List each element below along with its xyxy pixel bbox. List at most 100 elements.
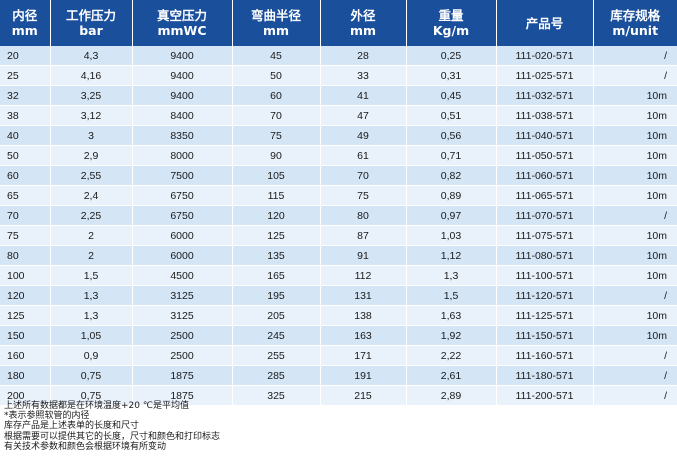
- cell-bend-radius: 285: [232, 365, 321, 386]
- cell-outer-diameter: 138: [320, 305, 407, 326]
- cell-stock-length: 10m: [593, 105, 677, 126]
- cell-outer-diameter: 33: [320, 65, 407, 86]
- header-working-pressure: 工作压力 bar: [50, 0, 133, 46]
- cell-inner-diameter: 20: [0, 46, 51, 66]
- cell-stock-length: 10m: [593, 245, 677, 266]
- cell-bend-radius: 90: [232, 145, 321, 166]
- cell-weight: 2,61: [406, 365, 497, 386]
- header-label: 内径: [12, 8, 38, 23]
- cell-product-number: 111-080-571: [496, 245, 594, 266]
- cell-vacuum-pressure: 9400: [132, 85, 233, 106]
- cell-weight: 1,03: [406, 225, 497, 246]
- cell-working-pressure: 2,55: [50, 165, 133, 186]
- table-row: 50 2,9 8000 90 61 0,71 111-050-571 10m: [0, 145, 677, 166]
- cell-working-pressure: 0,75: [50, 365, 133, 386]
- table-row: 180 0,75 1875 285 191 2,61 111-180-571/: [0, 365, 677, 386]
- cell-working-pressure: 2,4: [50, 185, 133, 206]
- cell-vacuum-pressure: 8350: [132, 125, 233, 146]
- cell-vacuum-pressure: 1875: [132, 385, 233, 406]
- cell-product-number: 111-020-571: [496, 46, 594, 66]
- cell-bend-radius: 245: [232, 325, 321, 346]
- cell-working-pressure: 0,9: [50, 345, 133, 366]
- cell-bend-radius: 325: [232, 385, 321, 406]
- footnote-line: 上述所有数据都是在环境温度+20 ℃是平均值: [4, 401, 189, 411]
- cell-vacuum-pressure: 6000: [132, 245, 233, 266]
- cell-vacuum-pressure: 2500: [132, 325, 233, 346]
- cell-vacuum-pressure: 8000: [132, 145, 233, 166]
- cell-stock-length: 10m: [593, 305, 677, 326]
- cell-bend-radius: 45: [232, 46, 321, 66]
- table-row: 125 1,3 3125 205 138 1,63 111-125-571 10m: [0, 305, 677, 326]
- cell-product-number: 111-100-571: [496, 265, 594, 286]
- hose-spec-table: 内径 mm 工作压力 bar 真空压力 mmWC 弯曲半径 mm 外径 mm 重量 Kg/m 产品号 库存…: [0, 0, 677, 406]
- cell-bend-radius: 255: [232, 345, 321, 366]
- cell-bend-radius: 195: [232, 285, 321, 306]
- cell-weight: 0,89: [406, 185, 497, 206]
- table-row: 100 1,5 4500 165 112 1,3 111-100-571 10m: [0, 265, 677, 286]
- cell-outer-diameter: 49: [320, 125, 407, 146]
- header-outer-diameter: 外径 mm: [320, 0, 407, 46]
- cell-vacuum-pressure: 4500: [132, 265, 233, 286]
- cell-bend-radius: 105: [232, 165, 321, 186]
- cell-outer-diameter: 131: [320, 285, 407, 306]
- cell-weight: 0,82: [406, 165, 497, 186]
- cell-inner-diameter: 80: [0, 245, 51, 266]
- cell-working-pressure: 3,25: [50, 85, 133, 106]
- cell-vacuum-pressure: 1875: [132, 365, 233, 386]
- table-row: 200 0,75 1875 325 215 2,89 111-200-571/: [0, 385, 677, 406]
- cell-product-number: 111-040-571: [496, 125, 594, 146]
- cell-inner-diameter: 100: [0, 265, 51, 286]
- cell-outer-diameter: 61: [320, 145, 407, 166]
- cell-product-number: 111-025-571: [496, 65, 594, 86]
- cell-product-number: 111-065-571: [496, 185, 594, 206]
- cell-bend-radius: 125: [232, 225, 321, 246]
- cell-working-pressure: 1,3: [50, 285, 133, 306]
- footnote-line: 有关技术参数和颜色会根据环境有所变动: [4, 441, 167, 452]
- table-row: 65 2,4 6750 115 75 0,89 111-065-571 10m: [0, 185, 677, 206]
- cell-vacuum-pressure: 3125: [132, 305, 233, 326]
- cell-weight: 2,22: [406, 345, 497, 366]
- cell-working-pressure: 4,16: [50, 65, 133, 86]
- cell-working-pressure: 2: [50, 225, 133, 246]
- cell-outer-diameter: 171: [320, 345, 407, 366]
- cell-outer-diameter: 163: [320, 325, 407, 346]
- cell-inner-diameter: 160: [0, 345, 51, 366]
- header-label: 外径: [350, 8, 376, 23]
- cell-stock-length: /: [593, 46, 677, 66]
- table-row: 160 0,9 2500 255 171 2,22 111-160-571/: [0, 345, 677, 366]
- cell-weight: 1,92: [406, 325, 497, 346]
- cell-outer-diameter: 80: [320, 205, 407, 226]
- header-vacuum-pressure: 真空压力 mmWC: [132, 0, 233, 46]
- cell-weight: 0,97: [406, 205, 497, 226]
- cell-weight: 0,51: [406, 105, 497, 126]
- cell-weight: 0,25: [406, 46, 497, 66]
- cell-product-number: 111-050-571: [496, 145, 594, 166]
- table-row: 38 3,12 8400 70 47 0,51 111-038-571 10m: [0, 105, 677, 126]
- cell-inner-diameter: 70: [0, 205, 51, 226]
- cell-stock-length: /: [593, 385, 677, 406]
- header-weight: 重量 Kg/m: [406, 0, 497, 46]
- cell-inner-diameter: 200: [0, 385, 51, 406]
- cell-vacuum-pressure: 6000: [132, 225, 233, 246]
- cell-outer-diameter: 75: [320, 185, 407, 206]
- cell-bend-radius: 60: [232, 85, 321, 106]
- header-unit: mm: [262, 23, 290, 38]
- cell-vacuum-pressure: 9400: [132, 46, 233, 66]
- header-unit: m/unit: [612, 23, 659, 38]
- table-row: 70 2,25 6750 120 80 0,97 111-070-571/: [0, 205, 677, 226]
- cell-inner-diameter: 65: [0, 185, 51, 206]
- cell-stock-length: 10m: [593, 225, 677, 246]
- cell-product-number: 111-032-571: [496, 85, 594, 106]
- cell-working-pressure: 2,9: [50, 145, 133, 166]
- header-stock-length: 库存规格 m/unit: [593, 0, 677, 46]
- cell-working-pressure: 3: [50, 125, 133, 146]
- cell-outer-diameter: 41: [320, 85, 407, 106]
- cell-bend-radius: 70: [232, 105, 321, 126]
- cell-inner-diameter: 38: [0, 105, 51, 126]
- cell-inner-diameter: 75: [0, 225, 51, 246]
- header-bend-radius: 弯曲半径 mm: [232, 0, 321, 46]
- cell-inner-diameter: 60: [0, 165, 51, 186]
- cell-weight: 0,56: [406, 125, 497, 146]
- cell-inner-diameter: 40: [0, 125, 51, 146]
